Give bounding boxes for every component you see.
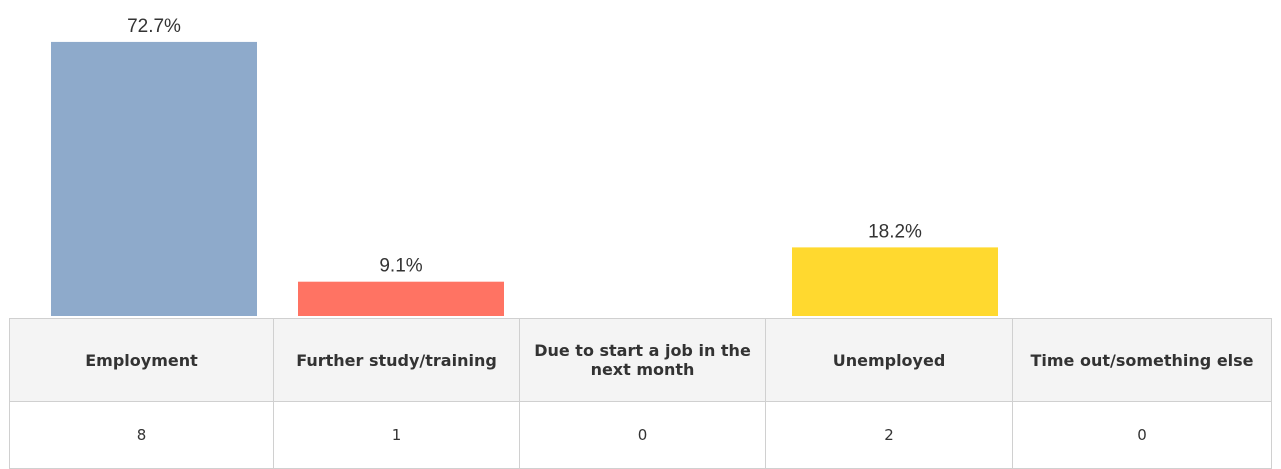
chart: 72.7% 9.1% 18.2% (51, 16, 998, 317)
count-cell: 2 (765, 401, 1013, 469)
column-header: Unemployed (765, 318, 1013, 402)
column-header: Further study/training (273, 318, 520, 402)
bar (298, 281, 504, 316)
column-header: Time out/something else (1012, 318, 1272, 402)
value-label: 9.1% (379, 256, 422, 277)
bar (51, 41, 257, 317)
count-cell: 0 (519, 401, 766, 469)
count-cell: 8 (9, 401, 274, 469)
count-cell: 0 (1012, 401, 1272, 469)
bar (792, 247, 998, 316)
data-table: Employment Further study/training Due to s… (9, 318, 1272, 469)
column-header: Employment (9, 318, 274, 402)
value-label: 18.2% (868, 221, 922, 242)
value-label: 72.7% (127, 16, 181, 37)
column-header: Due to start a job in the next month (519, 318, 766, 402)
count-cell: 1 (273, 401, 520, 469)
header-row: Employment Further study/training Due to s… (9, 318, 1272, 402)
